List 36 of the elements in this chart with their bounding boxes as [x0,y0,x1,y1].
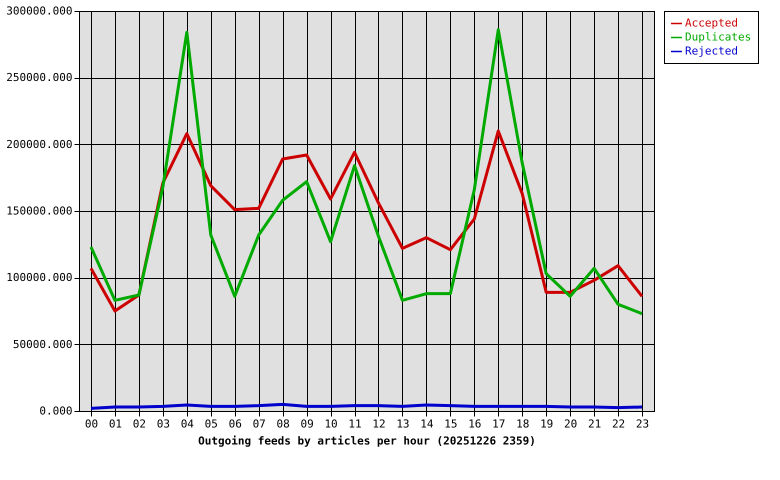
y-tick-label: 0.000 [39,404,72,418]
x-tick-label: 19 [540,418,554,430]
x-tick-label: 03 [156,418,170,430]
x-tick-label: 05 [204,418,218,430]
x-tick-label: 08 [276,418,290,430]
x-tick-label: 13 [396,418,410,430]
line-series [89,28,644,316]
y-tick-label: 100000.000 [6,271,72,284]
y-tick-label: 200000.000 [6,138,72,151]
x-tick-label: 11 [348,418,362,430]
x-tick-label: 21 [588,418,602,430]
x-tick-label: 00 [84,418,98,430]
x-tick-label: 18 [516,418,530,430]
legend-label: Rejected [685,44,738,58]
y-tick-label: 50000.000 [12,338,72,351]
x-tick-label: 17 [492,418,506,430]
x-tick-label: 14 [420,418,434,430]
x-tick-label: 16 [468,418,482,430]
x-tick-label: 12 [372,418,386,430]
x-tick-label: 07 [252,418,266,430]
x-tick-label: 01 [108,418,122,430]
y-tick-label: 150000.000 [6,204,72,218]
x-tick-label: 04 [180,418,194,430]
legend-label: Duplicates [685,30,752,44]
x-tick-label: 22 [612,418,626,430]
y-tick-label: 300000.000 [6,4,72,18]
x-tick-label: 02 [132,418,146,430]
x-axis-title: Outgoing feeds by articles per hour (20251226 2359) [198,434,536,448]
x-tick-label: 23 [636,418,650,430]
y-tick-label: 250000.000 [6,71,72,84]
x-tick-label: 10 [324,418,338,430]
x-tick-label: 20 [564,418,578,430]
x-tick-label: 06 [228,418,242,430]
legend-label: Accepted [685,16,738,30]
x-tick-label: 09 [300,418,314,430]
x-tick-label: 15 [444,418,458,430]
